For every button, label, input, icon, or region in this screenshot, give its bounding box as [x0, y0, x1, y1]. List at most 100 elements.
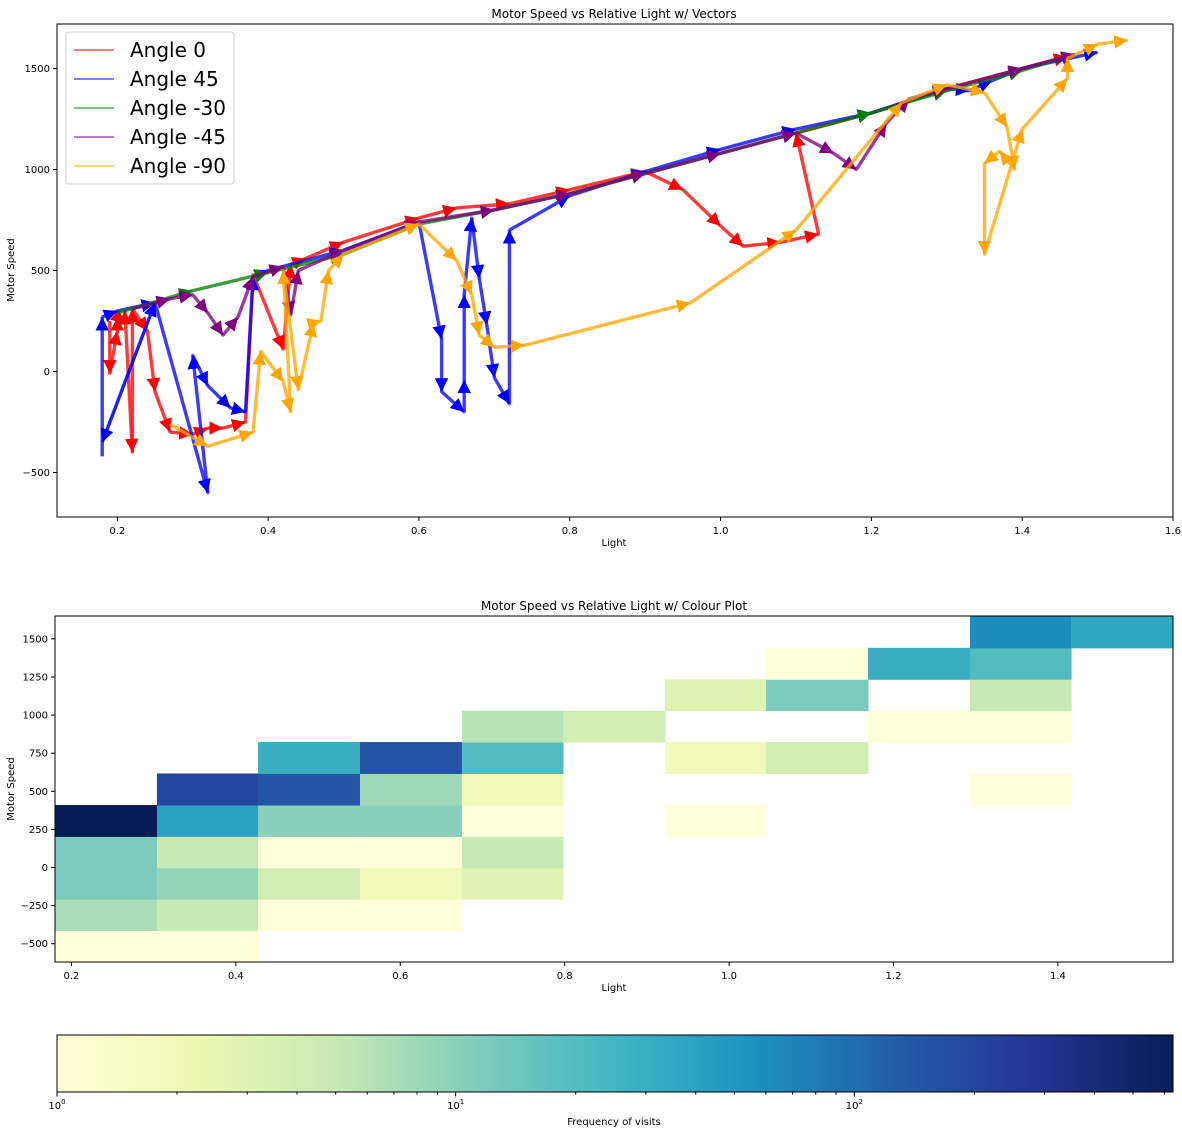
- vector-arrow: [494, 189, 571, 212]
- vector-arrow: [251, 351, 267, 433]
- vector-arrow: [343, 220, 420, 252]
- colorbar-ticks: 100 101 102: [48, 1092, 1166, 1112]
- x-tick-label: 0.2: [109, 526, 125, 537]
- vector-plot-title: Motor Speed vs Relative Light w/ Vectors: [491, 7, 736, 21]
- x-tick-label: 1.6: [1165, 526, 1181, 537]
- series-3: [131, 51, 1076, 337]
- vector-arrow: [720, 126, 797, 151]
- vector-arrow: [485, 324, 500, 378]
- vector-arrow: [946, 83, 985, 97]
- vector-arrow: [101, 309, 118, 323]
- heatmap-cell: [868, 710, 971, 743]
- vector-arrow: [494, 339, 525, 353]
- series-0: [103, 53, 1068, 455]
- x-tick-label: 0.6: [411, 526, 427, 537]
- legend-entry: Angle -90: [130, 154, 226, 178]
- heatmap-cell: [359, 836, 463, 869]
- vector-arrow: [259, 350, 285, 383]
- vector-arrow: [470, 294, 484, 336]
- vector-arrow: [319, 270, 334, 322]
- vector-arrow: [569, 170, 646, 196]
- heatmap-cell: [258, 899, 361, 932]
- vector-arrow: [681, 188, 722, 228]
- vector-arrow: [153, 391, 172, 433]
- vector-arrow: [252, 264, 284, 278]
- x-tick-label: 0.6: [392, 971, 408, 982]
- heatmap-cell: [461, 710, 564, 743]
- y-tick-label: 1000: [25, 165, 50, 176]
- vector-arrow: [342, 222, 420, 256]
- vector-arrow: [169, 290, 193, 304]
- x-tick-label: 0.4: [228, 971, 244, 982]
- vector-arrow: [191, 354, 210, 387]
- heatmap-cell: [664, 679, 767, 712]
- heatmap-cell: [969, 679, 1072, 712]
- vector-arrow: [417, 221, 446, 340]
- heatmap-cell: [156, 773, 259, 806]
- heatmap-cell: [359, 742, 463, 774]
- heatmap-cell: [55, 899, 158, 932]
- vector-arrow: [794, 101, 903, 232]
- vector-arrow: [795, 131, 835, 155]
- legend-entry: Angle -45: [130, 125, 226, 149]
- heatmap-panel: Motor Speed vs Relative Light w/ Colour …: [6, 599, 1174, 994]
- vector-arrow: [418, 204, 458, 220]
- colorbar-frame: [56, 1034, 1174, 1093]
- y-tick-label: 1000: [23, 711, 48, 722]
- vector-arrow: [169, 422, 209, 448]
- vector-arrow: [206, 384, 232, 409]
- heatmap-cell: [156, 805, 259, 837]
- vector-arrow: [720, 130, 797, 155]
- heatmap-cell: [359, 773, 463, 806]
- y-tick-label: 1250: [23, 672, 48, 683]
- heatmap-cell: [664, 742, 767, 774]
- x-tick-label: 1.4: [1050, 971, 1066, 982]
- vector-arrow: [470, 217, 485, 279]
- heatmap-cell: [258, 867, 361, 900]
- y-tick-label: 500: [31, 266, 50, 277]
- heatmap-cell: [766, 647, 869, 680]
- y-tick-label: 750: [29, 749, 48, 760]
- heatmap-cell: [969, 616, 1072, 649]
- vector-arrow: [478, 333, 496, 349]
- x-tick-label: 1.4: [1014, 526, 1030, 537]
- vector-arrow: [153, 302, 211, 494]
- heatmap-cell: [1071, 616, 1174, 649]
- y-tick-label: −250: [21, 901, 48, 912]
- y-tick-label: 0: [42, 863, 48, 874]
- heatmap-cell: [766, 742, 869, 774]
- series-1: [95, 48, 1098, 495]
- vector-arrow: [900, 83, 948, 105]
- heatmap-cell: [563, 710, 666, 743]
- vector-arrow: [455, 259, 474, 296]
- heatmap-cell: [461, 805, 564, 837]
- heatmap-cell: [55, 867, 158, 900]
- vector-arrow: [493, 376, 511, 405]
- heatmap-y-ticks: −500 −250 0 250 500 750 1000 1250 1500: [21, 634, 55, 950]
- colorbar-tick-label: 102: [846, 1098, 863, 1112]
- heatmap-cell: [55, 836, 158, 869]
- heatmap-x-label: Light: [602, 983, 627, 994]
- vector-arrow: [946, 65, 1023, 91]
- heatmap-cell: [868, 647, 971, 680]
- legend-entry: Angle 0: [130, 38, 206, 62]
- heatmap-cell: [156, 899, 259, 932]
- y-tick-label: 250: [29, 825, 48, 836]
- vector-arrow: [281, 270, 304, 390]
- vector-arrow: [221, 316, 240, 337]
- x-tick-label: 1.0: [721, 971, 737, 982]
- heatmap-cell: [359, 867, 463, 900]
- heatmap-cell: [258, 805, 361, 837]
- vector-arrow: [689, 228, 797, 305]
- x-tick-label: 0.2: [63, 971, 79, 982]
- vector-arrow: [145, 330, 161, 392]
- vector-arrow: [251, 273, 285, 350]
- y-tick-label: 1500: [23, 634, 48, 645]
- series-line-3: [131, 52, 1076, 337]
- vector-plot-x-ticks: 0.2 0.4 0.6 0.8 1.0 1.2 1.4 1.6: [109, 517, 1181, 537]
- vector-arrow: [795, 109, 872, 135]
- series-line-1: [100, 50, 1098, 495]
- heatmap-cell: [461, 773, 564, 806]
- x-tick-label: 0.4: [260, 526, 276, 537]
